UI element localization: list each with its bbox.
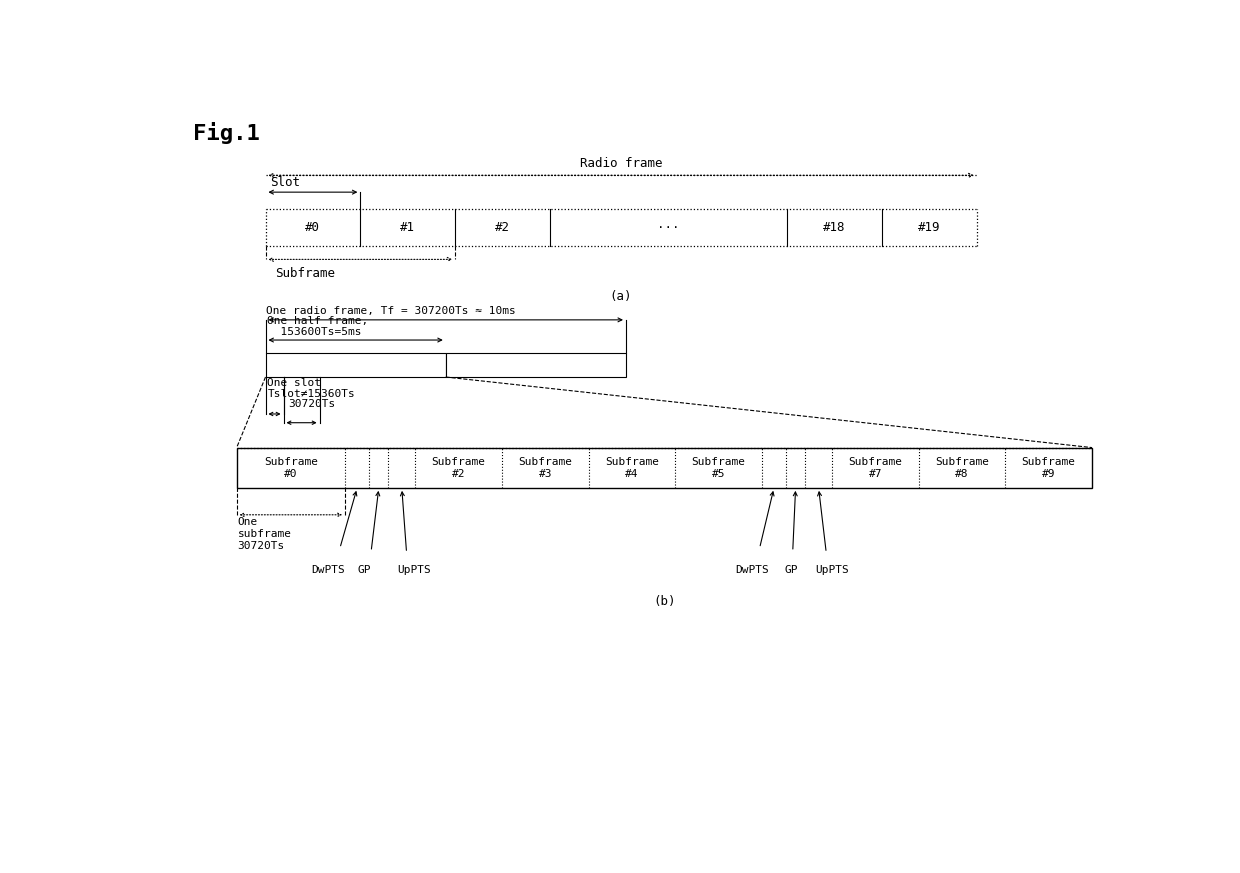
- Bar: [237, 448, 1092, 488]
- Text: GP: GP: [784, 565, 797, 575]
- Text: #1: #1: [401, 221, 415, 234]
- Text: 30720Ts: 30720Ts: [289, 399, 336, 409]
- Text: Subframe: Subframe: [275, 267, 335, 280]
- Text: One
subframe
30720Ts: One subframe 30720Ts: [238, 518, 291, 551]
- Text: One half frame,
  153600Ts=5ms: One half frame, 153600Ts=5ms: [268, 316, 368, 337]
- Text: (b): (b): [653, 595, 676, 608]
- Text: Fig.1: Fig.1: [193, 121, 260, 143]
- Text: Slot: Slot: [270, 176, 300, 189]
- Text: DwPTS: DwPTS: [311, 565, 345, 575]
- Text: #2: #2: [495, 221, 510, 234]
- Text: UpPTS: UpPTS: [397, 565, 430, 575]
- Text: Radio frame: Radio frame: [580, 157, 662, 170]
- Text: One radio frame, Tf = 307200Ts ≈ 10ms: One radio frame, Tf = 307200Ts ≈ 10ms: [265, 306, 516, 316]
- Bar: [445, 354, 626, 377]
- Text: ···: ···: [657, 221, 680, 234]
- Text: One slot
Tslot≠15360Ts: One slot Tslot≠15360Ts: [268, 378, 355, 399]
- Text: Subframe
#3: Subframe #3: [518, 457, 572, 478]
- Text: Subframe
#9: Subframe #9: [1022, 457, 1075, 478]
- Text: (a): (a): [610, 290, 632, 303]
- Text: Subframe
#7: Subframe #7: [848, 457, 903, 478]
- Text: Subframe
#5: Subframe #5: [692, 457, 745, 478]
- Text: #19: #19: [918, 221, 940, 234]
- Bar: [265, 354, 445, 377]
- Text: DwPTS: DwPTS: [735, 565, 769, 575]
- Text: Subframe
#8: Subframe #8: [935, 457, 990, 478]
- Text: GP: GP: [357, 565, 371, 575]
- Text: Subframe
#4: Subframe #4: [605, 457, 658, 478]
- Text: #0: #0: [305, 221, 320, 234]
- Text: #18: #18: [823, 221, 846, 234]
- Text: Subframe
#0: Subframe #0: [264, 457, 317, 478]
- Text: UpPTS: UpPTS: [816, 565, 849, 575]
- Text: Subframe
#2: Subframe #2: [432, 457, 486, 478]
